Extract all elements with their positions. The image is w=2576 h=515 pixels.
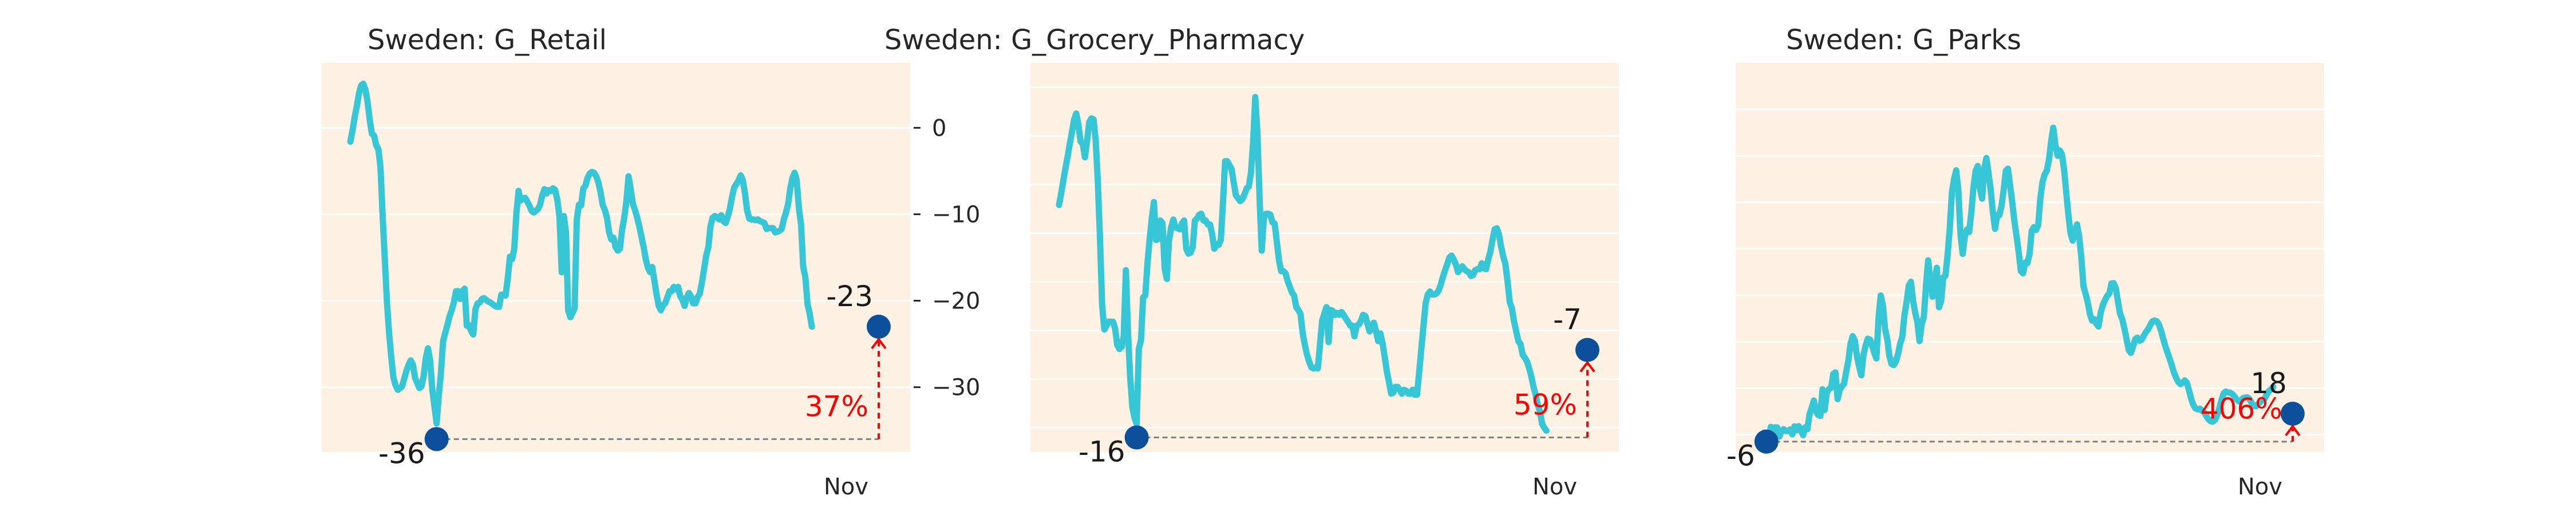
parks-min-marker [1754,429,1779,454]
grocery-pharmacy-series-line [1056,94,1550,434]
retail-last-marker [867,314,891,339]
parks-chart: Sweden: G_Parks Nov -6 18 406% [1726,24,2324,500]
retail-chart: Sweden: G_Retail Nov 0−10−20−30 -36 -23 … [322,24,980,500]
grocery-pharmacy-last-marker [1575,338,1599,362]
grocery-pharmacy-last-value-label: -7 [1553,303,1582,336]
retail-y-tick-label: 0 [932,115,946,141]
grocery-pharmacy-x-tick-label: Nov [1532,474,1577,500]
parks-x-tick-label: Nov [2238,474,2282,500]
grocery-pharmacy-min-value-label: -16 [1078,435,1125,469]
parks-change-arrowhead [2285,424,2301,437]
grocery-pharmacy-min-marker [1124,425,1149,450]
retail-chart-title: Sweden: G_Retail [368,24,607,56]
grocery-pharmacy-chart: Sweden: G_Grocery_Pharmacy Nov -16 -7 59… [884,24,1619,500]
parks-last-marker [2281,402,2305,426]
retail-x-tick-label: Nov [824,474,868,500]
retail-change-percent-label: 37% [805,390,868,423]
retail-y-tick-label: −30 [932,375,980,401]
parks-change-percent-label: 406% [2200,393,2282,426]
grocery-pharmacy-chart-title: Sweden: G_Grocery_Pharmacy [884,24,1305,56]
retail-y-tick-label: −10 [932,201,980,228]
grocery-pharmacy-change-arrowhead [1579,360,1595,373]
retail-y-axis: 0 −10 −20 −30 [914,115,980,401]
retail-y-tick-label: −20 [932,288,980,315]
retail-min-marker [424,427,449,451]
parks-chart-title: Sweden: G_Parks [1786,24,2021,56]
parks-gridlines [1736,108,2324,436]
retail-change-arrowhead [871,337,887,350]
retail-min-value-label: -36 [378,437,425,470]
grocery-pharmacy-change-percent-label: 59% [1514,389,1577,422]
retail-series-line [347,80,815,427]
retail-last-value-label: -23 [826,280,873,313]
parks-series-line [1761,124,2277,445]
parks-min-value-label: -6 [1726,439,1755,473]
parks-last-value-label: 18 [2250,367,2287,400]
